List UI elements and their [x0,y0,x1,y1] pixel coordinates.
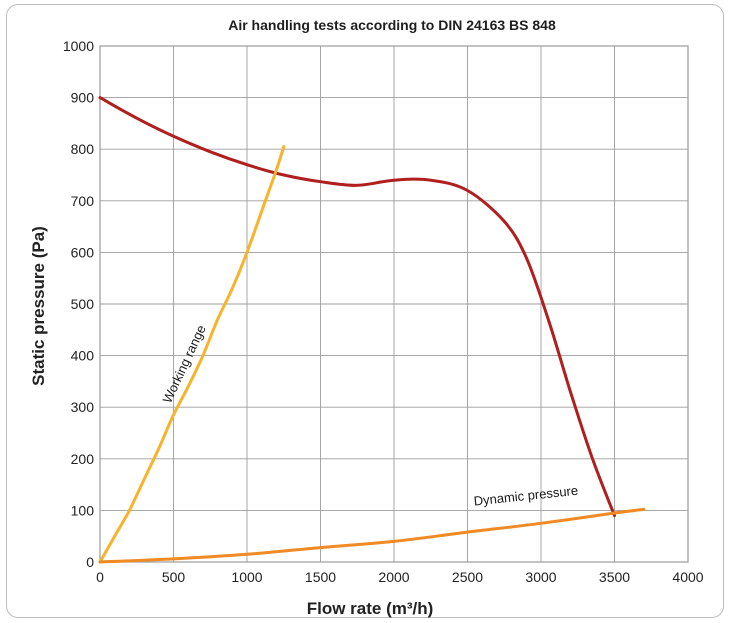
x-tick-label: 2500 [452,569,483,585]
y-tick-labels: 0 100 200 300 400 500 600 700 800 900 1000 [63,38,94,570]
y-tick-label: 700 [71,193,95,209]
series-lines [98,96,646,564]
chart-title: Air handling tests according to DIN 2416… [228,17,556,33]
y-tick-label: 600 [71,244,95,260]
y-tick-label: 900 [71,90,95,106]
x-axis-label: Flow rate (m³/h) [307,599,434,618]
y-tick-label: 0 [86,554,94,570]
x-tick-label: 0 [96,569,104,585]
x-tick-label: 2000 [378,569,409,585]
x-tick-label: 3500 [599,569,630,585]
x-tick-label: 4000 [672,569,703,585]
fan-curve-line [98,96,616,518]
x-tick-labels: 0 500 1000 1500 2000 2500 3000 3500 4000 [96,569,704,585]
dynamic-pressure-line [98,507,646,564]
working-range-line [98,145,286,564]
y-tick-label: 1000 [63,38,94,54]
y-tick-label: 500 [71,296,95,312]
x-tick-label: 1000 [231,569,262,585]
x-tick-label: 1500 [305,569,336,585]
x-tick-label: 500 [162,569,186,585]
x-tick-label: 3000 [525,569,556,585]
y-tick-label: 100 [71,502,95,518]
y-tick-label: 400 [71,348,95,364]
y-axis-label: Static pressure (Pa) [29,226,48,386]
y-tick-label: 800 [71,141,95,157]
grid [99,45,689,563]
y-tick-label: 200 [71,451,95,467]
y-tick-label: 300 [71,399,95,415]
